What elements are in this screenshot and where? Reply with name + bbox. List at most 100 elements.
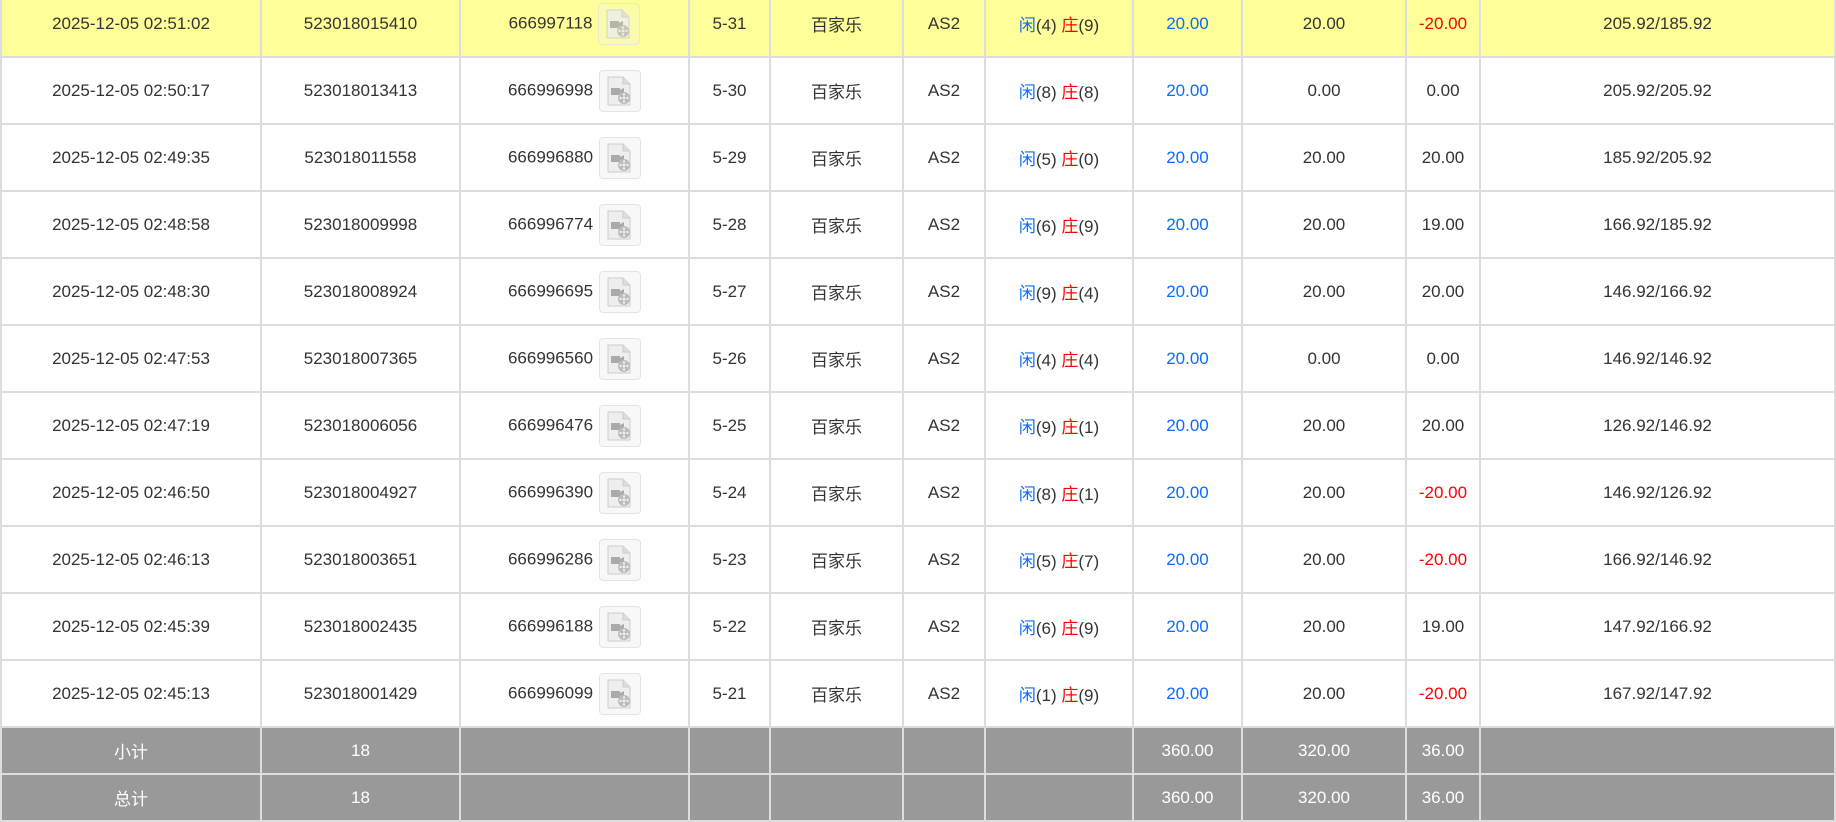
player-points: (4) [1035, 351, 1057, 370]
banker-points: (1) [1078, 418, 1100, 437]
table-name: AS2 [902, 190, 986, 259]
video-file-icon[interactable] [599, 605, 642, 648]
subtotal-bet: 360.00 [1132, 726, 1243, 775]
bet-time: 2025-12-05 02:46:13 [0, 525, 262, 594]
banker-label: 庄 [1061, 418, 1079, 437]
bet-amount: 20.00 [1132, 123, 1243, 192]
result-cell: 闲(8) 庄(1) [984, 458, 1134, 527]
video-file-icon[interactable] [599, 404, 642, 447]
round-number: 666996390 [507, 481, 594, 501]
bet-amount: 20.00 [1132, 391, 1243, 460]
total-count: 18 [260, 773, 461, 822]
banker-points: (1) [1078, 485, 1100, 504]
balance-change: 167.92/147.92 [1479, 659, 1836, 728]
video-file-icon[interactable] [599, 337, 642, 380]
balance-change: 205.92/185.92 [1479, 0, 1836, 58]
result-cell: 闲(1) 庄(9) [984, 659, 1134, 728]
player-label: 闲 [1018, 418, 1036, 437]
shoe-number: 5-27 [688, 257, 771, 326]
bet-amount: 20.00 [1132, 56, 1243, 125]
win-loss: -20.00 [1405, 0, 1481, 58]
video-file-icon[interactable] [599, 471, 642, 514]
video-file-icon[interactable] [599, 672, 642, 715]
valid-bet: 20.00 [1241, 0, 1407, 58]
subtotal-win: 36.00 [1405, 726, 1481, 775]
banker-points: (7) [1078, 552, 1100, 571]
video-file-icon[interactable] [599, 69, 642, 112]
player-label: 闲 [1018, 83, 1036, 102]
banker-label: 庄 [1061, 485, 1079, 504]
table-row: 2025-12-05 02:48:58 523018009998 666996774… [0, 190, 1836, 259]
round-cell: 666997118 [459, 0, 690, 58]
round-number: 666996560 [507, 347, 594, 367]
subtotal-label: 小计 [0, 726, 262, 775]
win-loss: -20.00 [1405, 659, 1481, 728]
table-name: AS2 [902, 391, 986, 460]
win-loss: 0.00 [1405, 324, 1481, 393]
bet-time: 2025-12-05 02:47:19 [0, 391, 262, 460]
bet-time: 2025-12-05 02:46:50 [0, 458, 262, 527]
player-points: (4) [1035, 16, 1057, 35]
win-loss: 20.00 [1405, 257, 1481, 326]
table-row: 2025-12-05 02:47:19 523018006056 666996476… [0, 391, 1836, 460]
win-loss: 0.00 [1405, 56, 1481, 125]
shoe-number: 5-21 [688, 659, 771, 728]
win-loss: 19.00 [1405, 190, 1481, 259]
table-row: 2025-12-05 02:49:35 523018011558 666996880… [0, 123, 1836, 192]
round-number: 666996695 [507, 280, 594, 300]
banker-points: (4) [1078, 351, 1100, 370]
shoe-number: 5-30 [688, 56, 771, 125]
player-label: 闲 [1018, 16, 1036, 35]
player-points: (5) [1035, 552, 1057, 571]
video-file-icon[interactable] [599, 538, 642, 581]
order-number: 523018008924 [260, 257, 461, 326]
subtotal-row: 小计 18 360.00 320.00 36.00 [0, 726, 1836, 775]
game-name: 百家乐 [769, 257, 904, 326]
player-label: 闲 [1018, 351, 1036, 370]
order-number: 523018004927 [260, 458, 461, 527]
valid-bet: 20.00 [1241, 592, 1407, 661]
win-loss: -20.00 [1405, 525, 1481, 594]
table-row: 2025-12-05 02:50:17 523018013413 666996998… [0, 56, 1836, 125]
bet-time: 2025-12-05 02:51:02 [0, 0, 262, 58]
table-name: AS2 [902, 592, 986, 661]
subtotal-count: 18 [260, 726, 461, 775]
table-row: 2025-12-05 02:48:30 523018008924 666996695… [0, 257, 1836, 326]
table-row: 2025-12-05 02:46:13 523018003651 666996286… [0, 525, 1836, 594]
banker-label: 庄 [1061, 83, 1079, 102]
balance-change: 185.92/205.92 [1479, 123, 1836, 192]
win-loss: 20.00 [1405, 391, 1481, 460]
total-label: 总计 [0, 773, 262, 822]
video-file-icon[interactable] [599, 270, 642, 313]
valid-bet: 20.00 [1241, 458, 1407, 527]
player-points: (1) [1035, 686, 1057, 705]
bet-time: 2025-12-05 02:45:13 [0, 659, 262, 728]
order-number: 523018001429 [260, 659, 461, 728]
subtotal-valid: 320.00 [1241, 726, 1407, 775]
total-valid: 320.00 [1241, 773, 1407, 822]
banker-points: (9) [1078, 686, 1100, 705]
round-number: 666996099 [507, 682, 594, 702]
round-number: 666996286 [507, 548, 594, 568]
round-cell: 666996390 [459, 458, 690, 527]
result-cell: 闲(4) 庄(9) [984, 0, 1134, 58]
banker-label: 庄 [1061, 150, 1079, 169]
shoe-number: 5-25 [688, 391, 771, 460]
round-number: 666996476 [507, 414, 594, 434]
game-name: 百家乐 [769, 56, 904, 125]
player-points: (6) [1035, 217, 1057, 236]
table-row: 2025-12-05 02:45:39 523018002435 666996188… [0, 592, 1836, 661]
bet-amount: 20.00 [1132, 659, 1243, 728]
video-file-icon[interactable] [598, 2, 641, 45]
player-label: 闲 [1018, 619, 1036, 638]
player-points: (5) [1035, 150, 1057, 169]
valid-bet: 0.00 [1241, 324, 1407, 393]
game-name: 百家乐 [769, 0, 904, 58]
banker-points: (9) [1078, 619, 1100, 638]
player-points: (9) [1035, 418, 1057, 437]
player-label: 闲 [1018, 217, 1036, 236]
round-number: 666996880 [507, 146, 594, 166]
video-file-icon[interactable] [599, 203, 642, 246]
result-cell: 闲(5) 庄(7) [984, 525, 1134, 594]
video-file-icon[interactable] [599, 136, 642, 179]
